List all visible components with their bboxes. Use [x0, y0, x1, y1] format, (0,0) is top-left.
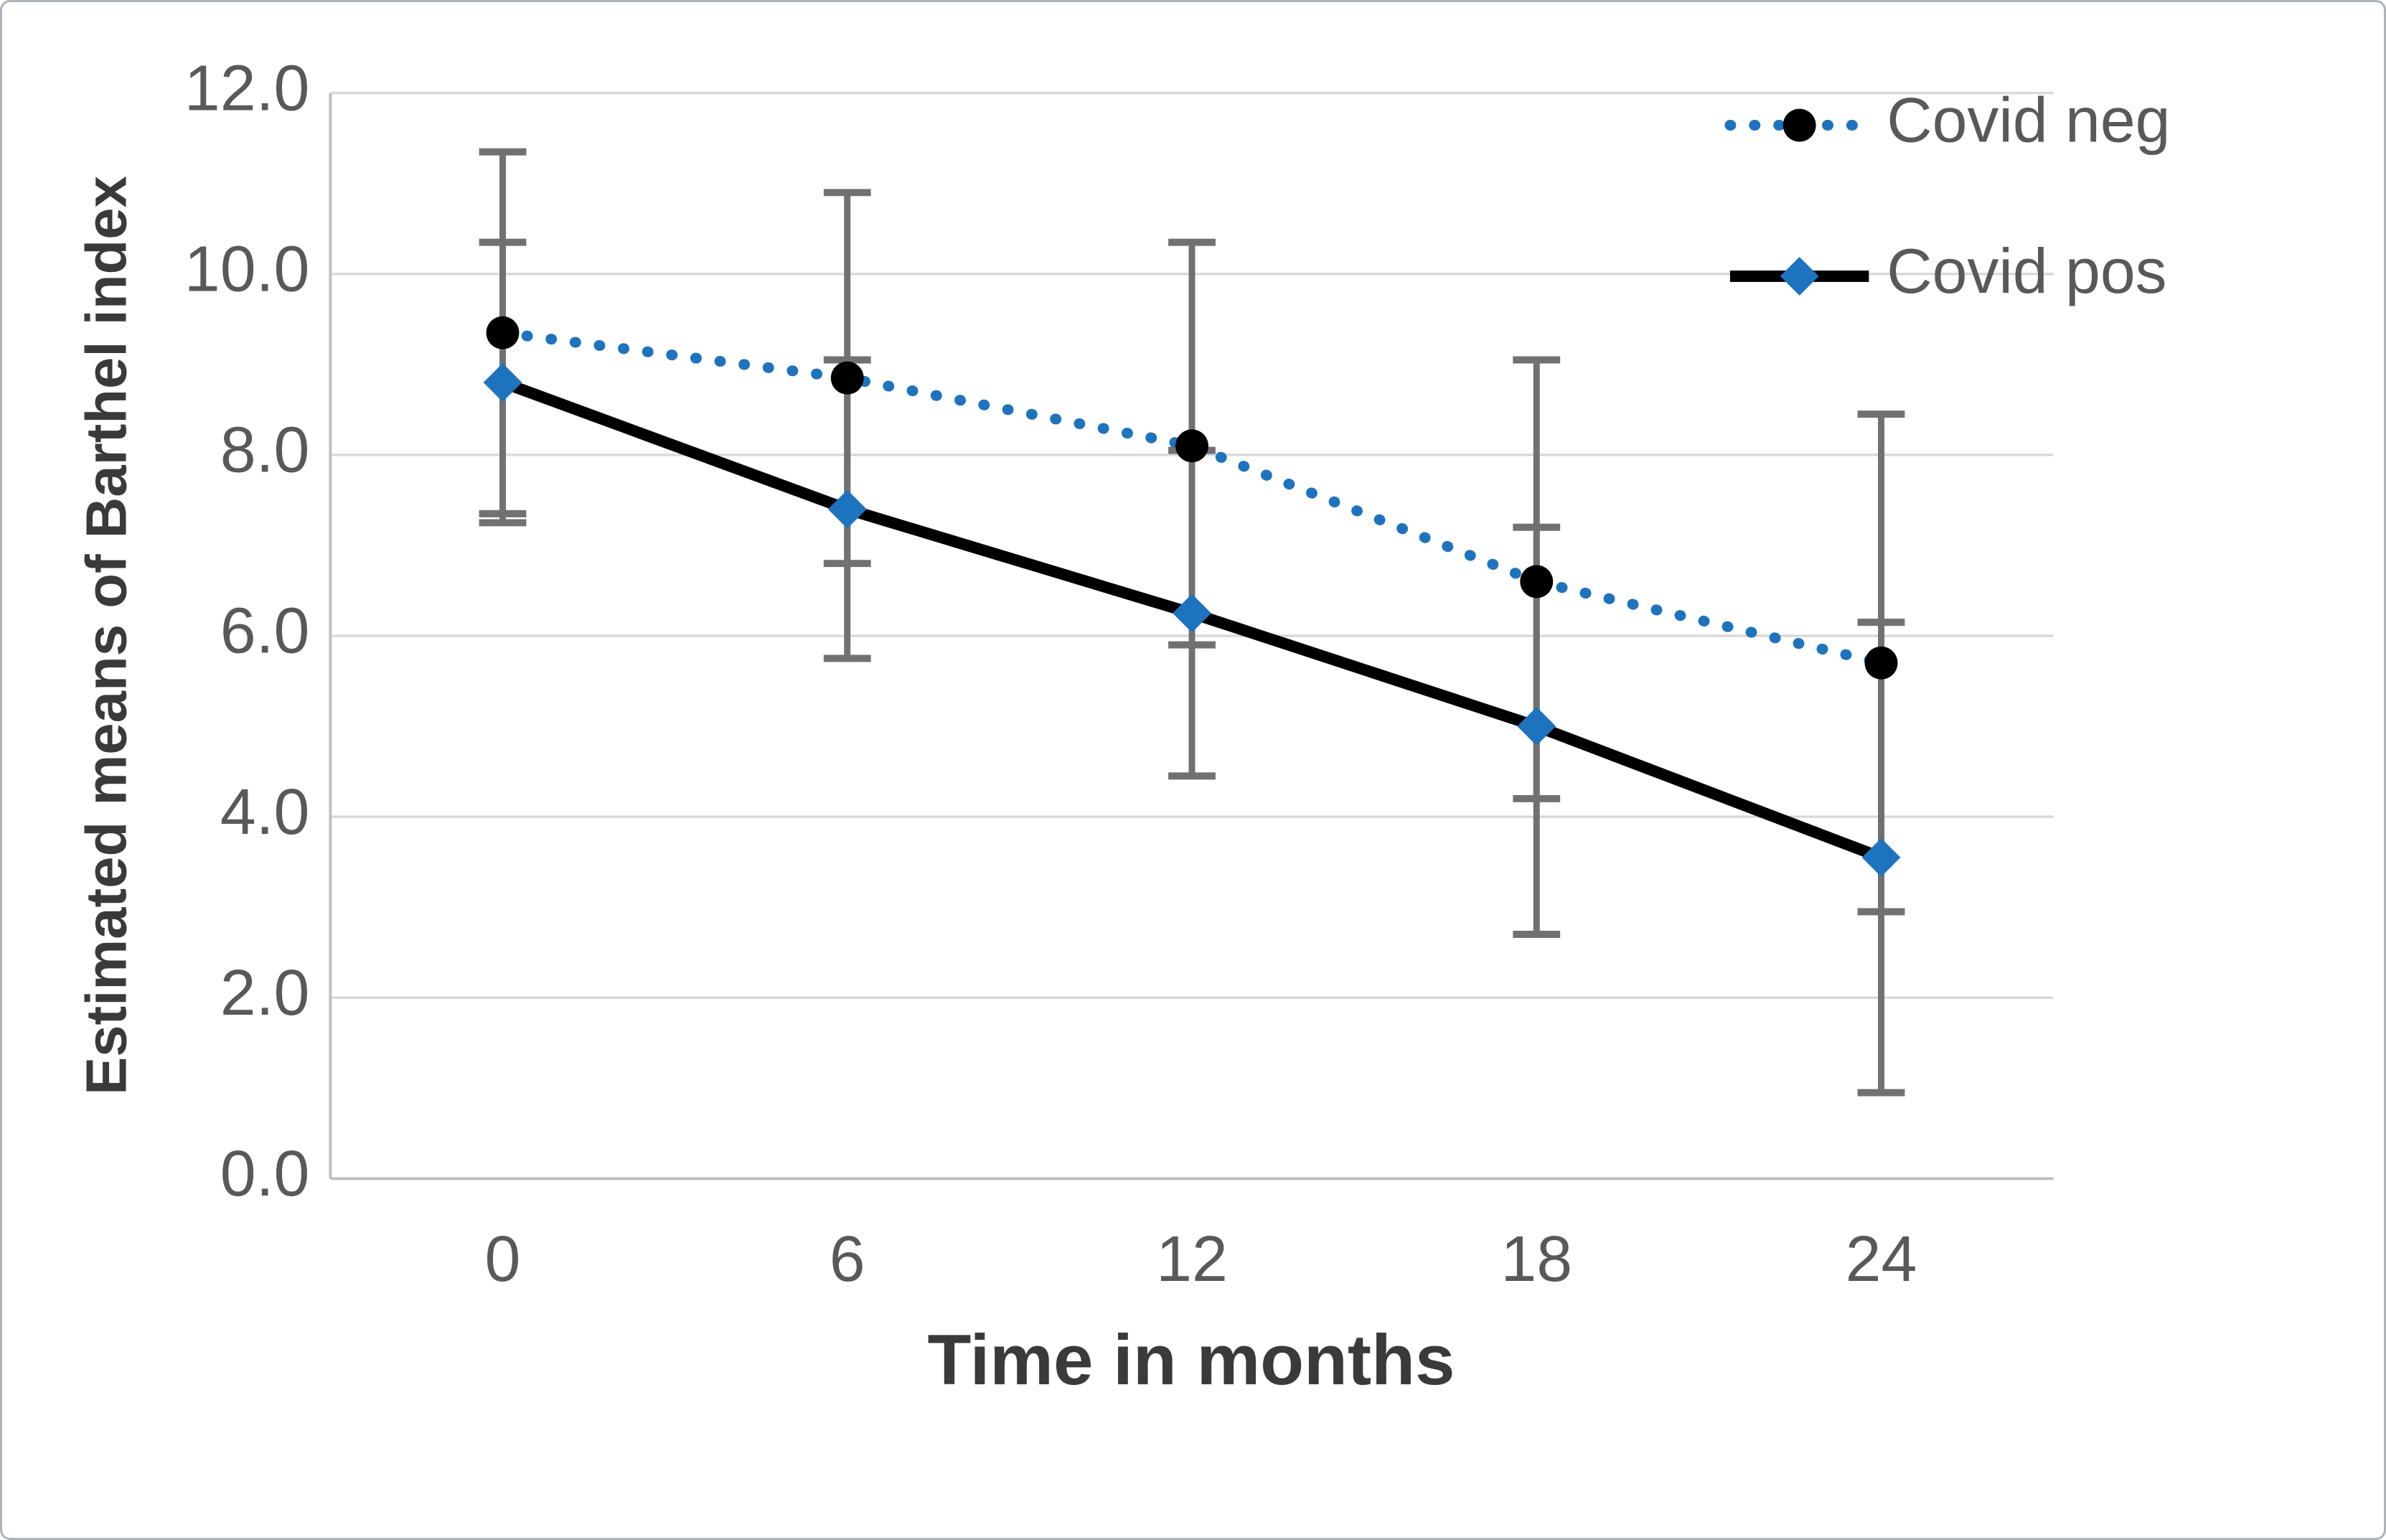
y-tick-label: 8.0 — [220, 415, 310, 487]
x-tick-label: 0 — [485, 1224, 521, 1295]
y-axis-tick-labels: 0.0 2.0 4.0 6.0 8.0 10.0 12.0 — [184, 52, 310, 1210]
legend-item-covid-pos: Covid pos — [1729, 236, 2167, 306]
x-tick-label: 24 — [1846, 1224, 1917, 1295]
data-point-covid-neg — [1175, 429, 1208, 463]
data-point-covid-pos — [1517, 707, 1556, 746]
data-point-covid-neg — [830, 361, 864, 395]
data-point-covid-neg — [1864, 646, 1898, 680]
legend-item-covid-neg: Covid neg — [1724, 85, 2170, 156]
legend-covid-neg-marker — [1783, 108, 1816, 142]
x-tick-label: 18 — [1500, 1224, 1572, 1295]
y-tick-label: 4.0 — [220, 776, 310, 848]
x-tick-label: 12 — [1156, 1224, 1228, 1295]
y-tick-label: 12.0 — [184, 52, 310, 124]
y-tick-label: 6.0 — [220, 596, 310, 667]
legend-covid-pos-marker — [1780, 257, 1819, 296]
data-point-covid-pos — [827, 489, 867, 529]
y-tick-label: 0.0 — [220, 1138, 310, 1210]
legend: Covid neg Covid pos — [1724, 85, 2170, 306]
y-axis-title: Estimated means of Barthel index — [74, 176, 138, 1095]
x-tick-label: 6 — [830, 1224, 865, 1295]
data-point-covid-neg — [1520, 565, 1554, 598]
y-tick-label: 2.0 — [220, 957, 310, 1029]
legend-label-covid-pos: Covid pos — [1887, 236, 2166, 306]
x-axis-title: Time in months — [927, 1320, 1455, 1400]
data-point-covid-pos — [483, 363, 522, 402]
axis-lines — [329, 93, 2054, 1180]
y-tick-label: 10.0 — [184, 233, 310, 305]
x-axis-tick-labels: 0 6 12 18 24 — [485, 1224, 1917, 1295]
series-line-covid-neg — [497, 327, 1887, 669]
data-point-covid-pos — [1173, 593, 1211, 633]
data-point-covid-neg — [486, 316, 520, 349]
data-point-covid-pos — [1861, 837, 1901, 877]
legend-label-covid-neg: Covid neg — [1887, 85, 2170, 156]
